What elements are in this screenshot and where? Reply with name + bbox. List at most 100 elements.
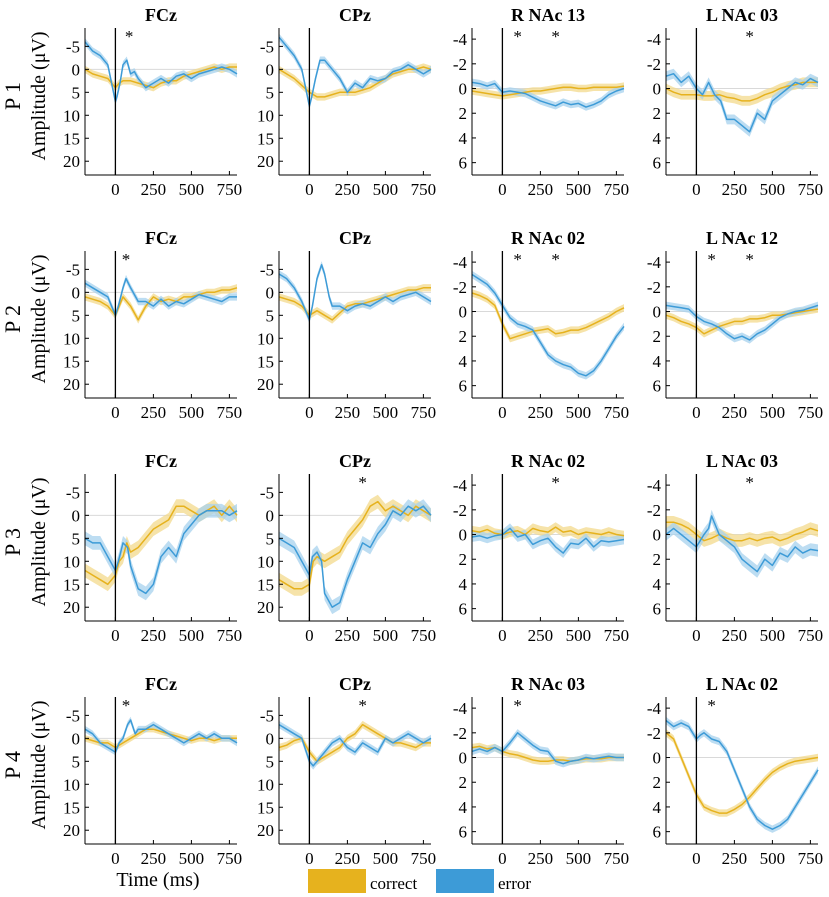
series-line-error (278, 723, 432, 767)
x-tick-label: 500 (179, 849, 205, 868)
x-tick-label: 750 (217, 849, 243, 868)
y-tick-label: -4 (453, 476, 468, 495)
series-line-error (471, 732, 624, 765)
x-tick-label: 750 (411, 626, 437, 645)
x-tick-label: 250 (528, 626, 554, 645)
y-tick-label: 4 (653, 575, 662, 594)
legend-label-correct: correct (370, 874, 417, 893)
significance-marker: * (122, 696, 131, 715)
series-line-correct (84, 287, 238, 321)
x-tick-label: 750 (798, 403, 824, 422)
significance-marker: * (745, 27, 754, 46)
y-axis-label: Amplitude (μV) (28, 31, 50, 160)
panel-title: R NAc 02 (511, 228, 585, 248)
x-tick-label: 0 (498, 849, 507, 868)
series-line-error (665, 719, 819, 830)
series-line-correct (471, 292, 625, 340)
panel-1-4: L NAc 03 -4 -2 0 2 4 6 0 250 500 750 * (647, 5, 823, 199)
y-tick-label: 4 (459, 352, 468, 371)
y-tick-label: 0 (459, 303, 468, 322)
series-line-error (84, 277, 237, 317)
y-tick-label: -2 (647, 501, 661, 520)
y-tick-label: -2 (453, 501, 467, 520)
x-tick-label: 250 (141, 849, 167, 868)
y-tick-label: 0 (72, 60, 81, 79)
significance-marker: * (513, 27, 522, 46)
row-label: P 1 (0, 82, 25, 110)
x-tick-label: 250 (335, 849, 361, 868)
y-tick-label: 5 (266, 752, 275, 771)
y-tick-label: 0 (72, 283, 81, 302)
x-tick-label: 500 (373, 849, 399, 868)
panel-2-1: FCz -5 0 5 10 15 20 0 250 500 750 * (63, 228, 242, 422)
x-tick-label: 0 (111, 180, 120, 199)
x-tick-label: 750 (411, 849, 437, 868)
y-tick-label: 0 (72, 729, 81, 748)
x-tick-label: 0 (692, 626, 701, 645)
x-tick-label: 750 (217, 180, 243, 199)
y-tick-label: 20 (257, 375, 274, 394)
x-tick-label: 250 (335, 403, 361, 422)
y-tick-label: 0 (266, 729, 275, 748)
y-tick-label: 2 (653, 327, 662, 346)
y-tick-label: 6 (459, 600, 468, 619)
series-line-correct (665, 308, 819, 335)
y-tick-label: 15 (257, 129, 274, 148)
x-tick-label: 0 (305, 180, 314, 199)
legend-swatch-error (436, 869, 494, 893)
x-tick-label: 0 (498, 403, 507, 422)
y-axis-label: Amplitude (μV) (28, 477, 50, 606)
panel-1-2: CPz -5 0 5 10 15 20 0 250 500 750 (257, 5, 436, 199)
significance-marker: * (707, 696, 716, 715)
significance-marker: * (745, 250, 754, 269)
y-axis-label: Amplitude (μV) (28, 254, 50, 383)
x-tick-label: 0 (692, 849, 701, 868)
y-tick-label: -2 (453, 724, 467, 743)
y-tick-label: -4 (647, 30, 662, 49)
row-label: P 4 (0, 751, 25, 779)
panel-title: L NAc 12 (706, 228, 778, 248)
y-tick-label: 10 (257, 106, 274, 125)
y-tick-label: 2 (653, 104, 662, 123)
significance-marker: * (513, 696, 522, 715)
series-line-error (84, 510, 238, 595)
significance-marker: * (551, 27, 560, 46)
y-tick-label: 5 (266, 529, 275, 548)
x-axis-label: Time (ms) (116, 869, 199, 891)
x-tick-label: 250 (528, 180, 554, 199)
x-tick-label: 750 (604, 180, 630, 199)
band-correct (472, 289, 624, 343)
row-label: P 3 (0, 528, 25, 556)
y-tick-label: -4 (647, 699, 662, 718)
y-tick-label: 0 (266, 60, 275, 79)
series-line-correct (471, 85, 625, 97)
x-tick-label: 750 (604, 403, 630, 422)
y-tick-label: 10 (257, 552, 274, 571)
x-tick-label: 500 (760, 849, 786, 868)
y-tick-label: 20 (63, 152, 80, 171)
y-tick-label: 6 (459, 823, 468, 842)
series-line-error (278, 505, 432, 608)
y-tick-label: 10 (63, 552, 80, 571)
y-tick-label: -4 (647, 476, 662, 495)
x-tick-label: 250 (722, 403, 748, 422)
y-tick-label: -4 (453, 699, 468, 718)
x-tick-label: 750 (798, 849, 824, 868)
x-tick-label: 0 (111, 403, 120, 422)
x-tick-label: 750 (411, 180, 437, 199)
x-tick-label: 500 (373, 403, 399, 422)
y-tick-label: -5 (66, 706, 80, 725)
panel-4-2: CPz -5 0 5 10 15 20 0 250 500 750 * (257, 674, 436, 868)
y-tick-label: 10 (63, 329, 80, 348)
x-tick-label: 500 (566, 180, 592, 199)
band-error (666, 301, 818, 344)
y-tick-label: 2 (459, 327, 468, 346)
x-tick-label: 500 (566, 849, 592, 868)
band-error (85, 38, 237, 106)
y-tick-label: -5 (260, 483, 274, 502)
y-tick-label: 5 (266, 83, 275, 102)
band-error (666, 68, 818, 137)
x-tick-label: 500 (179, 180, 205, 199)
x-tick-label: 250 (528, 849, 554, 868)
